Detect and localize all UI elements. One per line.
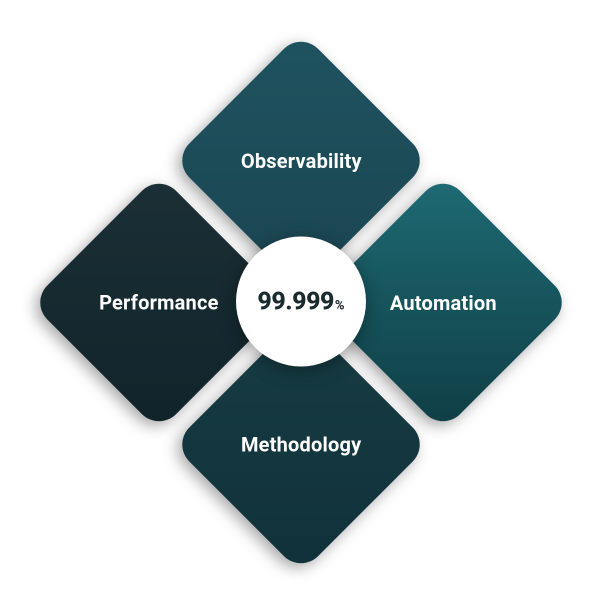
four-diamond-diagram: Observability Automation Methodology Per… — [0, 0, 602, 603]
center-circle: 99.999 % — [236, 237, 366, 367]
diamond-top-label: Observability — [241, 148, 362, 172]
diamond-right-label: Automation — [390, 290, 497, 314]
center-metric: 99.999 % — [257, 287, 344, 316]
diamond-bottom-label: Methodology — [241, 432, 361, 456]
center-value: 99.999 — [257, 287, 334, 316]
diamond-left-label: Performance — [99, 290, 219, 314]
center-unit: % — [335, 298, 345, 313]
